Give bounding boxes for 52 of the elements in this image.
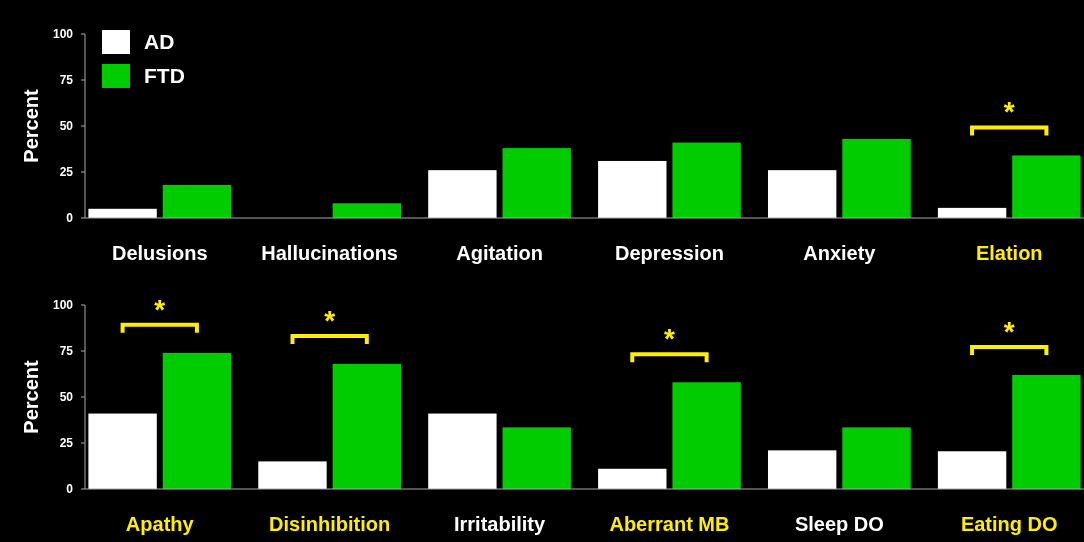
x-tick-label: Depression <box>614 242 724 264</box>
bar <box>258 461 327 489</box>
y-tick-label: 75 <box>59 344 74 359</box>
y-tick-label: 0 <box>66 482 74 497</box>
x-tick-label: Sleep DO <box>794 513 884 535</box>
y-axis-title: Percent <box>20 359 42 434</box>
y-tick-label: 100 <box>52 298 74 313</box>
legend-label: FTD <box>144 64 185 88</box>
y-tick-label: 0 <box>66 211 74 226</box>
x-tick-label: Apathy <box>125 513 195 535</box>
y-tick-label: 100 <box>52 27 74 42</box>
x-tick-label: Disinhibition <box>269 513 391 535</box>
bar <box>767 450 837 489</box>
x-tick-label: Irritability <box>453 513 546 535</box>
bar <box>428 170 497 218</box>
x-tick-label: Delusions <box>111 242 208 264</box>
bar <box>332 363 402 489</box>
bar <box>672 382 741 489</box>
bar <box>1012 155 1081 218</box>
y-tick-label: 50 <box>59 390 74 405</box>
annotation: * <box>1003 96 1015 128</box>
x-tick-label: Anxiety <box>803 242 877 264</box>
bar <box>1012 374 1081 489</box>
bar <box>598 468 667 489</box>
bar <box>767 170 837 218</box>
bar <box>598 160 667 218</box>
y-tick-label: 75 <box>59 73 74 88</box>
bar <box>502 148 571 218</box>
x-tick-label: Agitation <box>456 242 543 264</box>
legend-label: AD <box>144 30 175 54</box>
bar <box>162 352 232 489</box>
bar <box>332 203 402 218</box>
annotation: * <box>154 293 166 325</box>
bar <box>428 413 497 489</box>
x-tick-label: Elation <box>975 242 1043 264</box>
y-axis-title: Percent <box>20 88 42 163</box>
x-tick-label: Hallucinations <box>261 242 398 264</box>
bar <box>937 451 1007 489</box>
y-tick-label: 25 <box>59 436 74 451</box>
bar <box>672 142 741 218</box>
annotation: * <box>664 323 675 355</box>
bar <box>842 138 911 218</box>
x-tick-label: Aberrant MB <box>609 513 730 535</box>
annotation: * <box>1003 315 1015 347</box>
bar <box>88 413 157 489</box>
x-tick-label: Eating DO <box>960 513 1058 535</box>
bar <box>502 427 571 489</box>
y-tick-label: 25 <box>59 165 74 180</box>
annotation: * <box>324 304 336 336</box>
y-tick-label: 50 <box>59 119 74 134</box>
bar <box>842 427 911 489</box>
bar <box>162 184 232 218</box>
